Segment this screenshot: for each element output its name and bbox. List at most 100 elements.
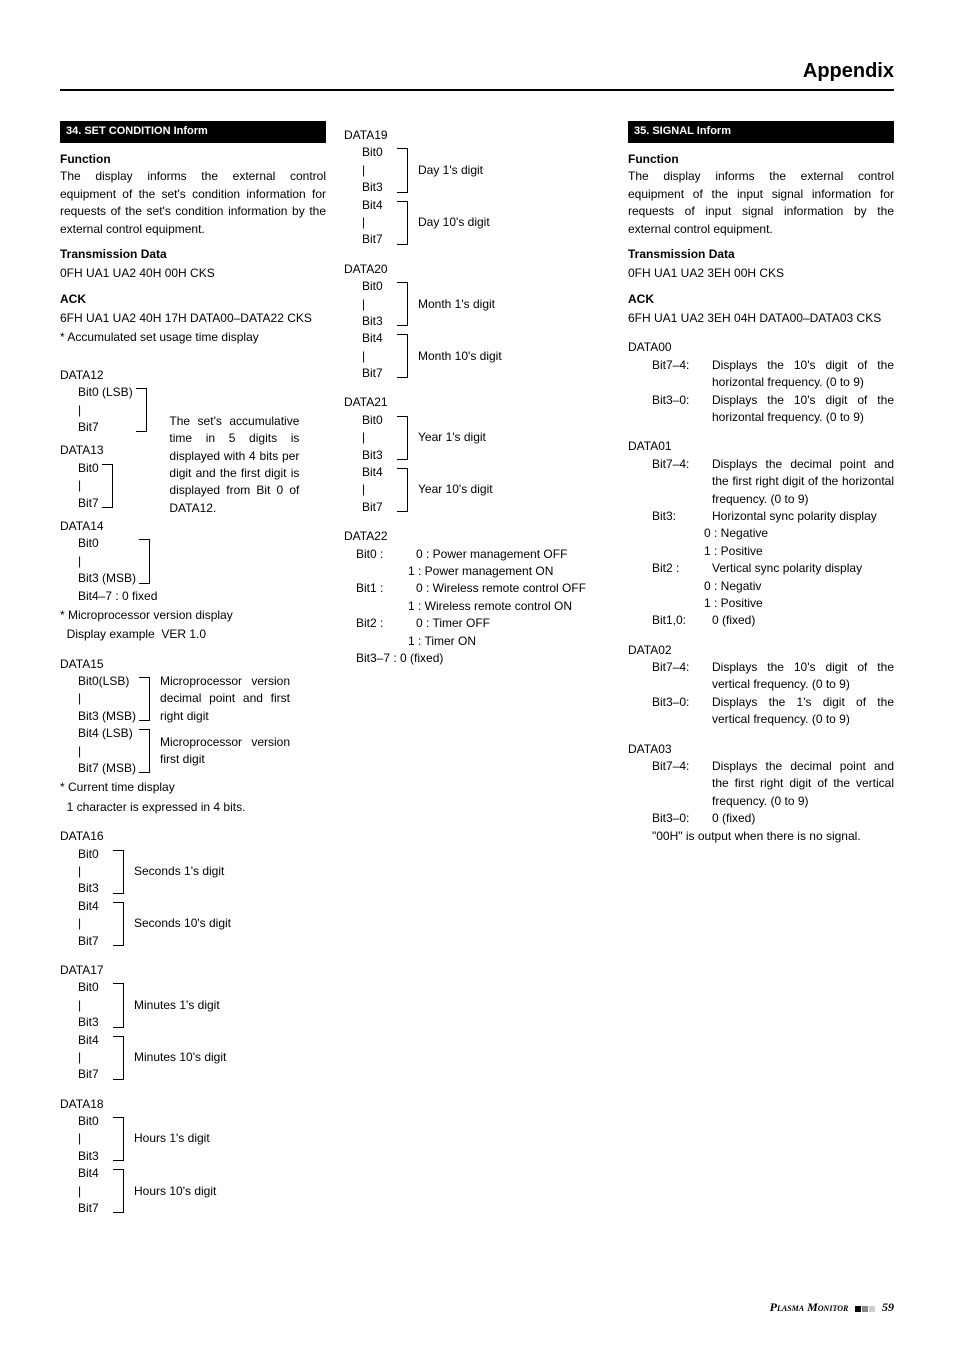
data15-bit4: Bit4 (LSB) [78, 725, 136, 742]
tx-data-value: 0FH UA1 UA2 40H 00H CKS [60, 265, 326, 282]
accum-note: * Accumulated set usage time display [60, 329, 326, 346]
sig-data01: DATA01 Bit7–4:Displays the decimal point… [628, 438, 894, 629]
footer-page: 59 [882, 1300, 894, 1314]
sig-data03: DATA03 Bit7–4:Displays the decimal point… [628, 741, 894, 845]
d03-note: "00H" is output when there is no signal. [652, 828, 894, 845]
data18-bit4: Bit4 [78, 1165, 110, 1182]
function-text: The display informs the external control… [60, 168, 326, 238]
pipe: | [362, 214, 394, 231]
data16-label: DATA16 [60, 828, 326, 845]
column-3: 35. SIGNAL Inform Function The display i… [628, 121, 894, 1217]
data19-t1: Day 1's digit [418, 144, 538, 196]
pipe: | [78, 690, 136, 707]
data19-label: DATA19 [344, 127, 610, 144]
data20-label: DATA20 [344, 261, 610, 278]
tx35-value: 0FH UA1 UA2 3EH 00H CKS [628, 265, 894, 282]
data12-bit7: Bit7 [78, 419, 133, 436]
data18: DATA18 Bit0 | Bit3 Hours 1's digit B [60, 1096, 326, 1218]
d01-r3b: 1 : Positive [704, 595, 894, 612]
data21-bit4: Bit4 [362, 464, 394, 481]
data16-t2: Seconds 10's digit [134, 898, 254, 950]
data14-label: DATA14 [60, 518, 157, 535]
mp-note1: * Microprocessor version display [60, 607, 326, 624]
d00-r1v: Displays the 10's digit of the horizonta… [712, 357, 894, 392]
data15-bit0: Bit0(LSB) [78, 673, 136, 690]
data21: DATA21 Bit0 | Bit3 Year 1's digit Bi [344, 394, 610, 516]
column-2: DATA19 Bit0 | Bit3 Day 1's digit Bit [344, 121, 610, 1217]
pipe: | [78, 1130, 110, 1147]
data20-bit3: Bit3 [362, 313, 394, 330]
pipe: | [78, 743, 136, 760]
d01-r1v: Displays the decimal point and the first… [712, 456, 894, 508]
data21-bit0: Bit0 [362, 412, 394, 429]
data13-bit0: Bit0 [78, 460, 99, 477]
d01-r3v: Vertical sync polarity display [712, 560, 894, 577]
data16-bit3: Bit3 [78, 880, 110, 897]
data18-bit7: Bit7 [78, 1200, 110, 1217]
data15-desc1: Microprocessor version decimal point and… [160, 673, 290, 725]
d22-bit37: Bit3–7 : 0 (fixed) [356, 650, 610, 667]
data22: DATA22 Bit0 :0 : Power management OFF 1 … [344, 528, 610, 667]
d03-r1k: Bit7–4: [652, 758, 704, 810]
data17: DATA17 Bit0 | Bit3 Minutes 1's digit [60, 962, 326, 1084]
data12-bit0: Bit0 (LSB) [78, 384, 133, 401]
d01-r1k: Bit7–4: [652, 456, 704, 508]
pipe: | [78, 863, 110, 880]
d02-r1v: Displays the 10's digit of the vertical … [712, 659, 894, 694]
data17-bit3: Bit3 [78, 1014, 110, 1031]
data17-bit4: Bit4 [78, 1032, 110, 1049]
d03-r2v: 0 (fixed) [712, 810, 894, 827]
d03-label: DATA03 [628, 741, 894, 758]
data14: DATA14 Bit0 | Bit3 (MSB) Bit4–7 : 0 fixe… [60, 518, 157, 605]
data18-t1: Hours 1's digit [134, 1113, 254, 1165]
d01-label: DATA01 [628, 438, 894, 455]
data13-bit7: Bit7 [78, 495, 99, 512]
d01-r4v: 0 (fixed) [712, 612, 894, 629]
d03-r2k: Bit3–0: [652, 810, 704, 827]
pipe: | [78, 1183, 110, 1200]
tx-data-label: Transmission Data [60, 246, 326, 263]
d22-bit1-a: 0 : Wireless remote control OFF [416, 580, 610, 597]
data16-bit4: Bit4 [78, 898, 110, 915]
data17-t2: Minutes 10's digit [134, 1032, 254, 1084]
d22-bit0-b: 1 : Power management ON [408, 563, 610, 580]
d01-r3a: 0 : Negativ [704, 578, 894, 595]
data17-bit0: Bit0 [78, 979, 110, 996]
data14-bit3: Bit3 (MSB) [78, 570, 136, 587]
data17-t1: Minutes 1's digit [134, 979, 254, 1031]
mp-note2: Display example VER 1.0 [60, 626, 326, 643]
d22-bit2-a: 0 : Timer OFF [416, 615, 610, 632]
data16: DATA16 Bit0 | Bit3 Seconds 1's digit [60, 828, 326, 950]
data21-label: DATA21 [344, 394, 610, 411]
data18-label: DATA18 [60, 1096, 326, 1113]
d00-r2v: Displays the 10's digit of the horizonta… [712, 392, 894, 427]
pipe: | [78, 997, 110, 1014]
data14-fixed: Bit4–7 : 0 fixed [78, 588, 157, 605]
data13-label: DATA13 [60, 442, 157, 459]
data18-bit3: Bit3 [78, 1148, 110, 1165]
d22-bit1-key: Bit1 : [356, 580, 408, 597]
column-1: 34. SET CONDITION Inform Function The di… [60, 121, 326, 1217]
data12-14-group: DATA12 Bit0 (LSB) | Bit7 DATA13 [60, 361, 326, 605]
data20-bit4: Bit4 [362, 330, 394, 347]
footer-label: Plasma Monitor [770, 1300, 849, 1314]
d02-r2k: Bit3–0: [652, 694, 704, 729]
data20: DATA20 Bit0 | Bit3 Month 1's digit B [344, 261, 610, 383]
d01-r4k: Bit1,0: [652, 612, 704, 629]
cur-note2: 1 character is expressed in 4 bits. [60, 799, 326, 816]
data17-label: DATA17 [60, 962, 326, 979]
section-34-title: 34. SET CONDITION Inform [60, 121, 326, 143]
data19-bit7: Bit7 [362, 231, 394, 248]
data21-bit7: Bit7 [362, 499, 394, 516]
data16-t1: Seconds 1's digit [134, 846, 254, 898]
data21-t1: Year 1's digit [418, 412, 538, 464]
section-35-title: 35. SIGNAL Inform [628, 121, 894, 143]
d01-r3k: Bit2 : [652, 560, 704, 577]
content-columns: 34. SET CONDITION Inform Function The di… [60, 121, 894, 1217]
data16-bit0: Bit0 [78, 846, 110, 863]
d00-r1k: Bit7–4: [652, 357, 704, 392]
pipe: | [362, 296, 394, 313]
data12-label: DATA12 [60, 367, 157, 384]
data19-bit4: Bit4 [362, 197, 394, 214]
d01-r2b: 1 : Positive [704, 543, 894, 560]
